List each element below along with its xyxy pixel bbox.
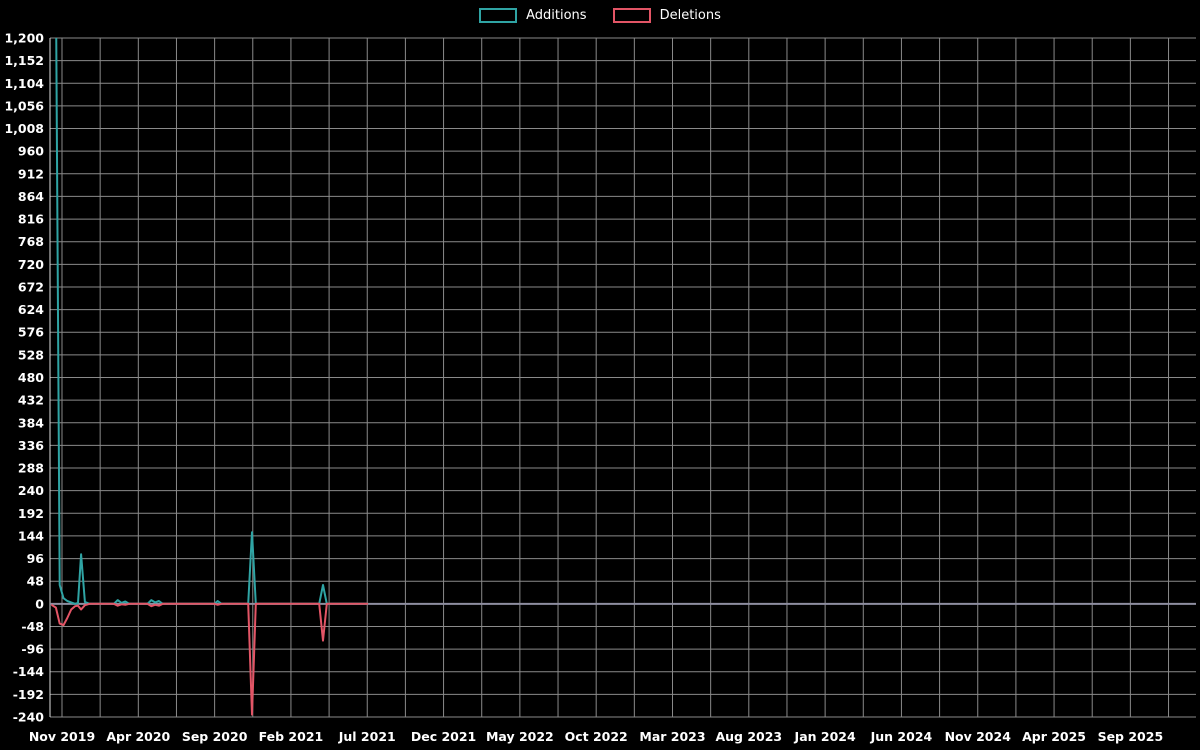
- y-tick-label: 192: [18, 506, 44, 521]
- x-tick-label: Sep 2020: [182, 729, 248, 744]
- x-tick-label: Dec 2021: [411, 729, 476, 744]
- y-tick-label: 672: [18, 279, 44, 294]
- x-tick-label: Apr 2020: [106, 729, 170, 744]
- x-tick-label: Sep 2025: [1098, 729, 1164, 744]
- y-tick-label: 480: [18, 370, 44, 385]
- x-tick-label: Jun 2024: [870, 729, 933, 744]
- y-tick-label: 1,104: [4, 76, 44, 91]
- y-tick-label: -144: [13, 664, 45, 679]
- y-tick-label: 864: [18, 189, 44, 204]
- x-tick-label: Nov 2019: [29, 729, 95, 744]
- y-tick-label: 336: [18, 438, 44, 453]
- x-tick-label: Nov 2024: [945, 729, 1012, 744]
- y-tick-label: -48: [21, 619, 44, 634]
- y-tick-label: 96: [27, 551, 45, 566]
- series-group: [51, 38, 369, 716]
- y-tick-label: 960: [18, 144, 44, 159]
- y-tick-label: 1,200: [4, 31, 44, 46]
- y-tick-label: 912: [18, 166, 44, 181]
- y-tick-label: 240: [18, 483, 44, 498]
- y-tick-label: 768: [18, 234, 44, 249]
- x-tick-label: May 2022: [486, 729, 554, 744]
- legend-item-deletions[interactable]: Deletions: [612, 8, 721, 23]
- y-tick-label: 1,152: [4, 53, 44, 68]
- y-tick-label: -192: [13, 687, 44, 702]
- x-tick-label: Mar 2023: [639, 729, 705, 744]
- chart-legend: Additions Deletions: [0, 8, 1200, 23]
- x-tick-label: Feb 2021: [259, 729, 324, 744]
- x-tick-label: Jul 2021: [338, 729, 396, 744]
- y-tick-label: 816: [18, 212, 44, 227]
- legend-label-deletions: Deletions: [659, 8, 721, 23]
- y-tick-label: 1,056: [4, 98, 44, 113]
- x-tick-label: Oct 2022: [565, 729, 628, 744]
- y-tick-label: 432: [18, 393, 44, 408]
- y-tick-label: 0: [35, 596, 44, 611]
- y-tick-label: -240: [13, 710, 45, 725]
- y-tick-label: 528: [18, 347, 44, 362]
- additions-swatch-icon: [479, 8, 518, 23]
- y-tick-label: -96: [21, 642, 44, 657]
- x-tick-label: Aug 2023: [715, 729, 782, 744]
- y-tick-label: 48: [27, 574, 44, 589]
- y-tick-label: 624: [18, 302, 44, 317]
- y-tick-label: 576: [18, 325, 44, 340]
- legend-label-additions: Additions: [526, 8, 587, 23]
- y-tick-label: 1,008: [4, 121, 44, 136]
- x-tick-label: Apr 2025: [1022, 729, 1086, 744]
- y-tick-label: 144: [18, 528, 44, 543]
- y-tick-label: 384: [18, 415, 44, 430]
- x-tick-label: Jan 2024: [794, 729, 856, 744]
- y-tick-label: 720: [18, 257, 44, 272]
- y-tick-label: 288: [18, 461, 44, 476]
- deletions-swatch-icon: [612, 8, 651, 23]
- legend-item-additions[interactable]: Additions: [479, 8, 587, 23]
- deletions-line: [51, 602, 369, 716]
